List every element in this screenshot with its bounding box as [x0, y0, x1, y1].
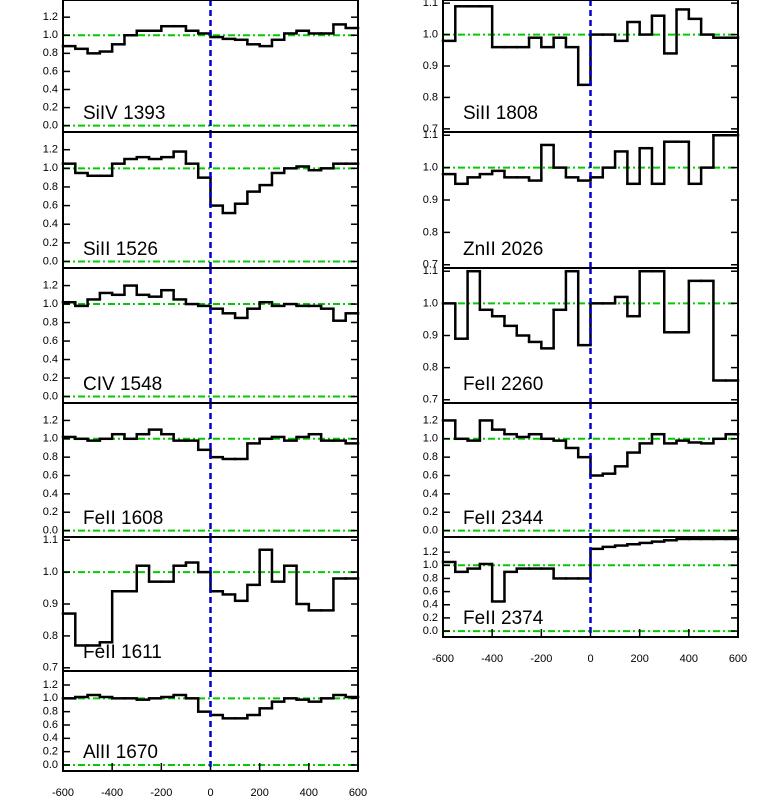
y-tick-label: 1.0 [423, 297, 438, 309]
y-tick-label: 0.4 [423, 488, 438, 500]
y-tick-label: 0.9 [423, 60, 438, 72]
y-tick-label: 0.4 [43, 353, 58, 365]
line-label: SiII 1526 [83, 239, 158, 260]
y-tick-label: 0.7 [43, 662, 58, 674]
y-tick-label: 1.1 [423, 265, 438, 277]
y-tick-label: 1.0 [43, 433, 58, 445]
y-tick-label: 0.6 [43, 65, 58, 77]
x-tick-label: -600 [52, 787, 74, 799]
line-label: FeII 1608 [83, 508, 163, 529]
y-tick-label: 0.0 [423, 625, 438, 637]
x-tick-label: -600 [432, 653, 454, 665]
y-tick-label: 1.2 [423, 414, 438, 426]
y-tick-label: 0.4 [423, 599, 438, 611]
y-tick-label: 1.2 [43, 11, 58, 23]
y-tick-label: 1.0 [423, 559, 438, 571]
y-tick-label: 1.0 [423, 162, 438, 174]
line-label: FeII 2260 [463, 374, 543, 395]
x-tick-label: 200 [630, 653, 648, 665]
x-tick-label: 400 [680, 653, 698, 665]
panel-frame [62, 670, 359, 772]
y-tick-label: 0.2 [423, 612, 438, 624]
y-tick-label: 1.0 [43, 692, 58, 704]
y-tick-label: 1.0 [423, 433, 438, 445]
line-label: SiII 1808 [463, 103, 538, 124]
y-tick-label: 0.6 [423, 586, 438, 598]
line-label: FeII 2344 [463, 508, 544, 529]
y-tick-label: 1.2 [423, 546, 438, 558]
y-tick-label: 0.8 [43, 47, 58, 59]
y-tick-label: 1.1 [423, 129, 438, 141]
y-tick-label: 0.2 [43, 101, 58, 113]
x-tick-label: 400 [300, 787, 318, 799]
y-tick-label: 0.8 [423, 362, 438, 374]
y-tick-label: 0.0 [43, 524, 58, 536]
x-tick-label: 0 [207, 787, 213, 799]
y-tick-label: 0.9 [423, 194, 438, 206]
y-tick-label: 1.0 [423, 28, 438, 40]
y-tick-label: 0.4 [43, 732, 58, 744]
y-tick-label: 0.8 [43, 181, 58, 193]
panel-frame [442, 536, 739, 638]
y-tick-label: 0.7 [423, 259, 438, 271]
y-tick-label: 0.6 [43, 469, 58, 481]
y-tick-label: 0.8 [423, 226, 438, 238]
y-tick-label: 0.8 [423, 572, 438, 584]
y-tick-label: 0.6 [423, 469, 438, 481]
y-tick-label: 0.8 [43, 451, 58, 463]
x-tick-label: 600 [729, 653, 747, 665]
line-label: FeII 2374 [463, 608, 544, 629]
y-tick-label: 0.8 [423, 451, 438, 463]
y-tick-label: 0.8 [43, 630, 58, 642]
y-tick-label: 1.0 [43, 162, 58, 174]
y-tick-label: 0.9 [423, 329, 438, 341]
y-tick-label: 0.4 [43, 83, 58, 95]
y-tick-label: 1.2 [43, 279, 58, 291]
y-tick-label: 0.0 [43, 390, 58, 402]
x-tick-label: -400 [481, 653, 503, 665]
line-label: AlII 1670 [83, 742, 158, 763]
y-tick-label: 0.8 [43, 316, 58, 328]
y-tick-label: 0.6 [43, 719, 58, 731]
y-tick-label: 1.0 [43, 298, 58, 310]
y-tick-label: 1.1 [43, 534, 58, 546]
y-tick-label: 0.0 [43, 255, 58, 267]
y-tick-label: 0.4 [43, 488, 58, 500]
y-tick-label: 0.2 [423, 506, 438, 518]
y-tick-label: 1.2 [43, 679, 58, 691]
y-tick-label: 0.2 [43, 372, 58, 384]
y-tick-label: 0.0 [43, 759, 58, 771]
y-tick-label: 0.8 [423, 91, 438, 103]
y-tick-label: 0.6 [43, 199, 58, 211]
y-tick-label: 0.2 [43, 506, 58, 518]
x-tick-label: -200 [530, 653, 552, 665]
y-tick-label: 0.4 [43, 218, 58, 230]
line-label: ZnII 2026 [463, 239, 543, 260]
y-tick-label: 0.7 [423, 394, 438, 406]
y-tick-label: 1.2 [43, 414, 58, 426]
y-tick-label: 0.0 [43, 120, 58, 132]
line-label: SiIV 1393 [83, 103, 165, 124]
y-tick-label: 0.9 [43, 598, 58, 610]
y-tick-label: 0.7 [423, 123, 438, 135]
line-label: CIV 1548 [83, 374, 162, 395]
y-tick-label: 0.2 [43, 746, 58, 758]
x-tick-label: 200 [250, 787, 268, 799]
line-label: FeII 1611 [83, 642, 162, 663]
y-tick-label: 0.2 [43, 237, 58, 249]
x-tick-label: -200 [150, 787, 172, 799]
x-tick-label: 600 [349, 787, 367, 799]
x-tick-label: 0 [587, 653, 593, 665]
y-tick-label: 1.0 [43, 29, 58, 41]
y-tick-label: 0.0 [423, 524, 438, 536]
y-tick-label: 0.8 [43, 706, 58, 718]
y-tick-label: 1.2 [43, 144, 58, 156]
y-tick-label: 1.0 [43, 566, 58, 578]
y-tick-label: 0.6 [43, 335, 58, 347]
y-tick-label: 1.1 [423, 0, 438, 9]
x-tick-label: -400 [101, 787, 123, 799]
